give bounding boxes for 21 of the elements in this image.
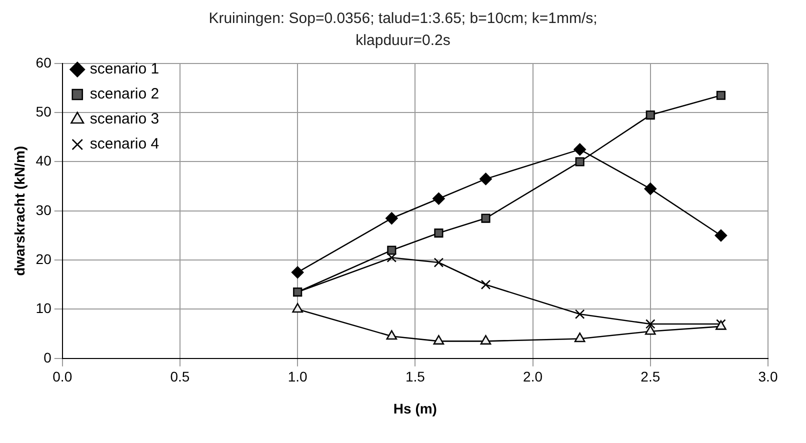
y-tick-label: 20 (36, 250, 52, 267)
x-tick-label: 3.0 (758, 368, 778, 385)
legend-label: scenario 1 (90, 60, 160, 78)
x-tick-label: 2.0 (523, 368, 543, 385)
x-tick-label: 0.5 (170, 368, 190, 385)
y-tick-label: 40 (36, 152, 52, 169)
chart-title: Kruiningen: Sop=0.0356; talud=1:3.65; b=10cm; k=1mm/s; klapduur=0.2s (208, 9, 598, 51)
x-tick-label: 0.0 (52, 368, 72, 385)
y-tick-label: 60 (36, 54, 52, 70)
y-tick-label: 0 (44, 349, 52, 366)
y-tick-label: 50 (36, 103, 52, 120)
x-tick-label: 1.0 (288, 368, 308, 385)
x-tick-label: 2.5 (640, 368, 660, 385)
legend-label: scenario 4 (90, 136, 160, 153)
x-axis-title: Hs (m) (393, 400, 437, 416)
legend-label: scenario 3 (90, 110, 160, 128)
y-axis-title: dwarskracht (kN/m) (11, 146, 28, 276)
y-tick-label: 10 (36, 300, 52, 316)
y-tick-label: 30 (36, 202, 52, 218)
x-tick-label: 1.5 (405, 368, 426, 385)
legend-label: scenario 2 (90, 86, 160, 103)
